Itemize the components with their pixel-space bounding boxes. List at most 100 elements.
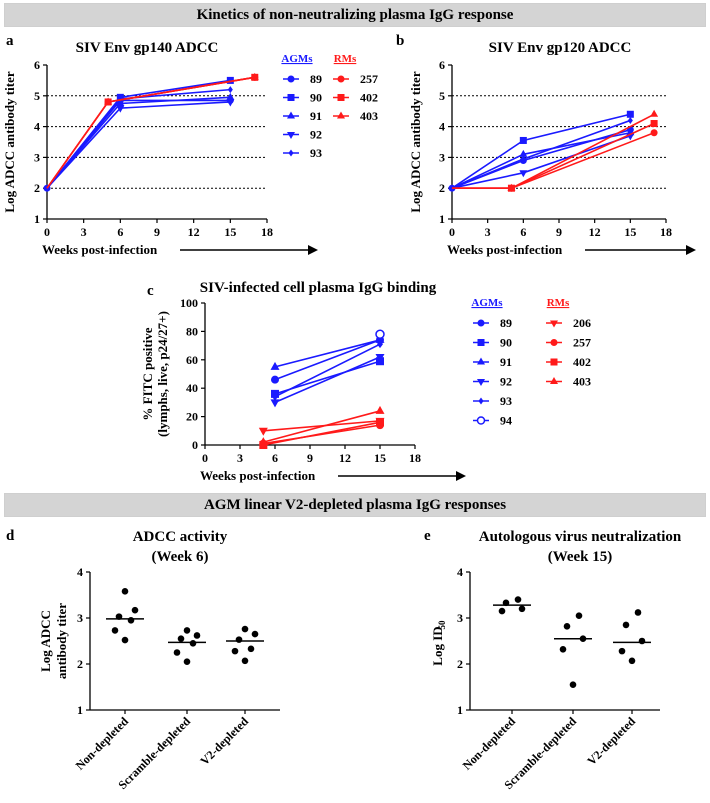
y-tick-label-a-4: 5 [34, 89, 40, 103]
category-label-e-2: V2-depleted [584, 714, 638, 768]
data-point-e-0-2 [518, 605, 526, 613]
legend-marker-c-93 [478, 397, 484, 405]
legend-marker-a-92 [287, 132, 295, 139]
legend-label-c-rm-403: 403 [573, 375, 591, 389]
legend-marker-c-94 [476, 416, 486, 425]
panel-letter-c: c [147, 283, 154, 299]
category-label-e-0: Non-depleted [460, 714, 519, 773]
series-line-c-93 [274, 343, 381, 398]
y-tick-label-b-5: 6 [439, 58, 445, 72]
series-line-b-93 [451, 119, 631, 189]
legend-marker-c-89 [477, 319, 485, 327]
y-axis-label-sub-e: 50 [437, 620, 447, 630]
x-tick-label-c-4: 12 [339, 451, 351, 465]
series-line-a-257 [46, 76, 255, 189]
x-axis-arrow-head-c [456, 471, 466, 481]
data-point-b-402-2 [650, 120, 658, 128]
y-tick-label-d-1: 2 [77, 657, 83, 671]
data-point-e-0-0 [514, 596, 522, 603]
panel-letter-b: b [396, 33, 404, 49]
x-tick-label-a-0: 0 [44, 225, 50, 239]
legend-marker-c-rm-402 [550, 358, 558, 366]
y-tick-label-b-0: 1 [439, 212, 445, 226]
chart-title-a: SIV Env gp140 ADCC [76, 40, 219, 56]
data-point-e-2-0 [634, 609, 642, 616]
legend-label-c-93: 93 [500, 394, 512, 408]
series-line-c-92 [274, 356, 381, 404]
data-point-a-93-2 [227, 86, 233, 94]
legend-marker-c-rm-206 [550, 320, 558, 328]
legend-label-c-89: 89 [500, 316, 512, 330]
x-tick-label-c-2: 6 [272, 451, 278, 465]
y-axis-label-b: Log ADCC antibody titer [408, 71, 423, 212]
series-line-a-92 [46, 101, 231, 189]
section-banner-kinetics: Kinetics of non-neutralizing plasma IgG … [4, 3, 706, 27]
legend-label-c-91: 91 [500, 355, 512, 369]
y-tick-label-c-2: 40 [186, 381, 198, 395]
data-point-d-2-5 [241, 657, 249, 665]
series-line-a-89 [46, 99, 231, 189]
data-point-d-2-3 [247, 645, 255, 653]
y-tick-label-e-1: 2 [457, 657, 463, 671]
legend-header-rm-c: RMs [547, 297, 570, 309]
data-point-e-2-2 [638, 637, 646, 645]
x-tick-label-c-1: 3 [237, 451, 243, 465]
data-point-b-90-1 [519, 136, 527, 144]
legend-label-c-94: 94 [500, 414, 512, 428]
legend-label-c-rm-402: 402 [573, 355, 591, 369]
y-tick-label-c-1: 20 [186, 410, 198, 424]
data-point-c-92-0 [270, 399, 280, 408]
series-line-a-403 [46, 76, 255, 189]
legend-marker-c-92 [477, 379, 485, 386]
legend-marker-a-91 [287, 111, 295, 119]
legend-label-a-90: 90 [310, 91, 322, 105]
data-point-e-2-4 [628, 657, 636, 665]
data-point-b-403-1 [507, 183, 516, 191]
legend-label-a-rm-403: 403 [360, 109, 378, 123]
data-point-d-0-0 [121, 588, 129, 595]
data-point-a-92-2 [226, 99, 235, 107]
y-axis-label-c: % FITC positive [140, 327, 155, 420]
x-tick-label-b-0: 0 [449, 225, 455, 239]
legend-marker-c-90 [477, 339, 485, 346]
chart-title-c: SIV-infected cell plasma IgG binding [200, 280, 437, 296]
legend-marker-a-90 [287, 94, 295, 101]
x-tick-label-a-1: 3 [81, 225, 87, 239]
section-banner-v2-depleted: AGM linear V2-depleted plasma IgG respon… [4, 493, 706, 517]
y-axis-label-d: Log ADCC [38, 610, 53, 672]
data-point-e-0-3 [498, 607, 506, 615]
series-line-a-402 [46, 76, 255, 189]
panel-letter-d: d [6, 528, 15, 544]
data-point-b-403-2 [650, 109, 659, 117]
y-tick-label-d-0: 1 [77, 703, 83, 717]
category-label-d-0: Non-depleted [73, 714, 132, 773]
data-point-c-93-1 [377, 340, 383, 349]
x-tick-label-c-5: 15 [374, 451, 386, 465]
panel-letter-e: e [424, 528, 431, 544]
data-point-a-92-1 [116, 105, 125, 113]
series-line-c-91 [274, 339, 381, 368]
data-point-e-1-0 [575, 612, 583, 619]
legend-label-c-rm-206: 206 [573, 316, 591, 330]
data-point-d-2-0 [241, 625, 249, 633]
legend-label-a-rm-402: 402 [360, 91, 378, 105]
chart-title-b: SIV Env gp120 ADCC [489, 40, 632, 56]
y-tick-label-e-2: 3 [457, 611, 463, 625]
legend-label-c-92: 92 [500, 375, 512, 389]
x-tick-label-b-4: 12 [589, 225, 601, 239]
legend-label-a-92: 92 [310, 128, 322, 142]
legend-label-a-91: 91 [310, 109, 322, 123]
y-axis-label2-c: (lymphs, live, p24/27+) [155, 311, 170, 437]
legend-label-a-93: 93 [310, 146, 322, 160]
y-tick-label-e-3: 4 [457, 565, 463, 579]
legend-marker-a-rm-402 [337, 94, 345, 101]
chart-subtitle-d: (Week 6) [151, 549, 208, 565]
data-point-d-2-1 [251, 630, 259, 638]
data-point-c-93-0 [272, 392, 278, 401]
legend-marker-a-89 [287, 75, 295, 83]
legend-label-a-89: 89 [310, 72, 322, 86]
legend-marker-c-91 [477, 357, 485, 365]
y-tick-label-c-4: 80 [186, 324, 198, 338]
data-point-b-90-2 [626, 110, 634, 118]
data-point-b-93-1 [520, 155, 526, 163]
